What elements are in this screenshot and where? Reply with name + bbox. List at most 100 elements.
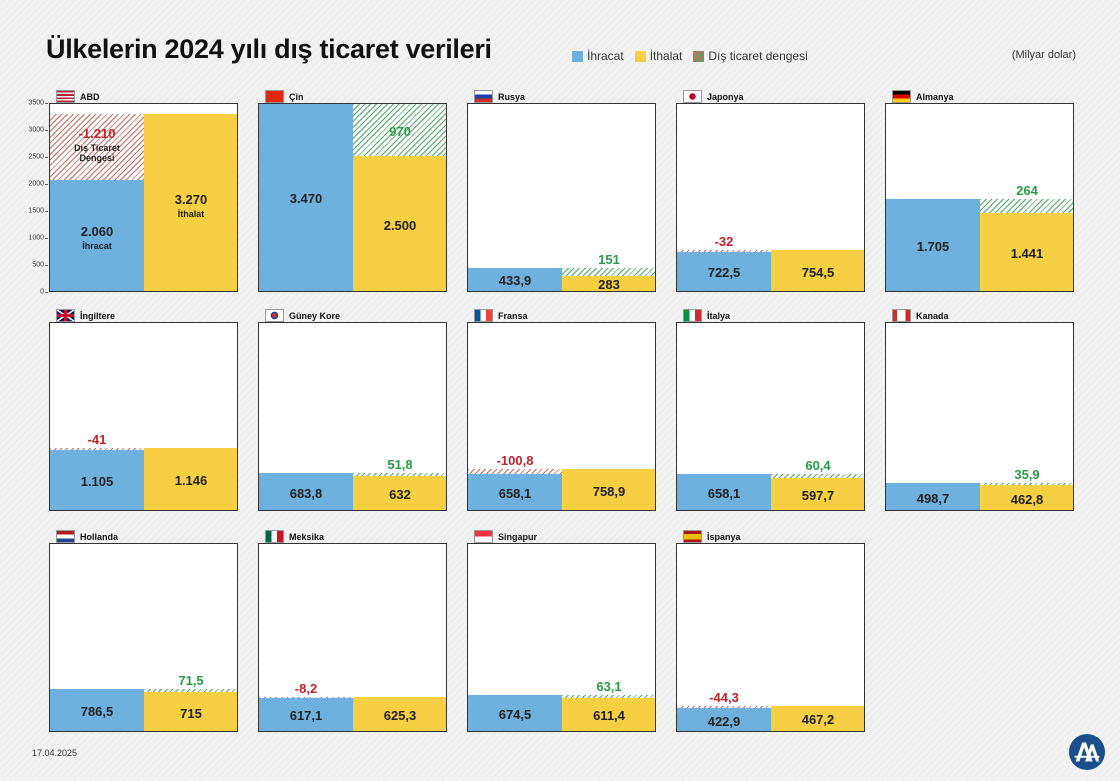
balance-value: -100,8 <box>468 454 562 468</box>
balance-bar <box>468 469 562 475</box>
country-label-cn: Çin <box>265 90 304 103</box>
balance-value: 264 <box>980 182 1073 198</box>
export-value-text: 422,9 <box>707 713 741 729</box>
y-tick-label: 2500 <box>28 153 44 161</box>
balance-bar <box>771 474 864 478</box>
import-value: 1.441 <box>980 246 1073 262</box>
balance-bar <box>562 694 655 698</box>
balance-bar <box>353 104 446 156</box>
export-value-text: 658,1 <box>498 486 532 502</box>
country-name: Kanada <box>916 310 949 321</box>
legend-swatch-import <box>634 50 646 62</box>
import-value-text: 467,2 <box>801 712 835 728</box>
country-label-us: ABD <box>56 90 100 103</box>
nl-flag-icon <box>56 530 75 543</box>
y-axis: 3500 3000 2500 2000 1500 1000 500 0 <box>0 96 48 296</box>
country-name: Fransa <box>498 310 528 321</box>
legend-label-export: İhracat <box>587 49 624 63</box>
country-name: ABD <box>80 91 100 102</box>
import-bar <box>353 475 446 510</box>
export-bar <box>468 474 562 510</box>
balance-value: 63,1 <box>562 678 655 694</box>
unit-label: (Milyar dolar) <box>1011 49 1076 61</box>
balance-bar <box>50 448 144 451</box>
country-label-kr: Güney Kore <box>265 309 340 322</box>
country-name: İngiltere <box>80 310 116 321</box>
balance-value-text: 63,1 <box>596 678 622 694</box>
import-bar <box>144 114 237 291</box>
balance-value-text: -32 <box>714 234 734 250</box>
balance-bar <box>980 483 1073 486</box>
y-tick-mark <box>45 292 48 293</box>
balance-value-text: 264 <box>1016 182 1038 198</box>
import-value-text: 3.270 <box>174 191 208 207</box>
balance-bar <box>980 198 1073 214</box>
balance-value: 51,8 <box>353 457 446 473</box>
y-tick-label: 0 <box>40 288 44 296</box>
country-name: Rusya <box>498 91 526 102</box>
country-panel-it: 658,1 597,7 60,4 <box>676 322 865 511</box>
country-panel-gb: 1.105 1.146 -41 <box>49 322 238 511</box>
country-label-ca: Kanada <box>892 309 949 322</box>
export-bar <box>677 708 771 731</box>
gb-flag-icon <box>56 309 75 322</box>
legend-item-balance: Dış ticaret dengesi <box>693 49 808 63</box>
country-label-jp: Japonya <box>683 90 744 103</box>
kr-flag-icon <box>265 309 284 322</box>
export-bar <box>259 697 353 731</box>
mx-flag-icon <box>265 530 284 543</box>
import-value-text: 625,3 <box>383 708 417 724</box>
country-label-it: İtalya <box>683 309 730 322</box>
export-value: 674,5 <box>468 706 562 722</box>
balance-value-text: -41 <box>87 432 107 448</box>
y-tick-mark <box>45 184 48 185</box>
legend: İhracat İthalat Dış ticaret dengesi <box>572 49 819 63</box>
export-value: 1.705 <box>886 239 980 254</box>
export-value-text: 617,1 <box>289 708 323 724</box>
export-value-text: 674,5 <box>498 706 532 722</box>
export-bar <box>50 179 144 291</box>
balance-value-text: 970 <box>389 123 411 139</box>
y-tick-mark <box>45 238 48 239</box>
legend-label-import: İthalat <box>649 49 683 63</box>
balance-bar <box>50 114 144 180</box>
import-value: 1.146 <box>144 474 237 488</box>
import-value-text: 2.500 <box>383 217 417 233</box>
import-value: 467,2 <box>771 712 864 728</box>
import-bar <box>144 448 237 510</box>
import-bar <box>353 697 446 731</box>
import-value-text: 1.441 <box>1010 246 1044 262</box>
balance-value: 151 <box>562 252 655 267</box>
cn-flag-icon <box>265 90 284 103</box>
export-bar <box>886 483 980 510</box>
country-name: Meksika <box>289 531 325 542</box>
country-name: Hollanda <box>80 531 119 542</box>
fr-flag-icon <box>474 309 493 322</box>
import-value-text: 715 <box>180 705 202 721</box>
import-value: 632 <box>353 487 446 502</box>
country-label-gb: İngiltere <box>56 309 115 322</box>
import-bar <box>562 698 655 731</box>
es-flag-icon <box>683 530 702 543</box>
legend-label-balance: Dış ticaret dengesi <box>708 49 808 63</box>
export-value-text: 433,9 <box>498 273 532 289</box>
balance-bar <box>144 688 237 693</box>
y-tick-mark <box>45 211 48 212</box>
import-value-text: 462,8 <box>1010 491 1044 507</box>
export-value: 786,5 <box>50 704 144 719</box>
balance-value-text: 51,8 <box>387 457 413 473</box>
export-bar <box>50 688 144 731</box>
balance-value: -8,2 <box>259 682 353 696</box>
balance-bar <box>353 473 446 476</box>
country-label-mx: Meksika <box>265 530 324 543</box>
import-bar <box>353 156 446 291</box>
balance-sub-label: Dış Ticaret Dengesi <box>74 143 120 164</box>
balance-value-text: -100,8 <box>496 453 534 469</box>
import-bar <box>980 213 1073 291</box>
export-bar <box>259 473 353 510</box>
country-panel-mx: 617,1 625,3 -8,2 <box>258 543 447 732</box>
country-name: Singapur <box>498 531 538 542</box>
balance-value-text: 60,4 <box>805 458 831 474</box>
country-panel-nl: 786,5 715 71,5 <box>49 543 238 732</box>
balance-value: -1.210 Dış Ticaret Dengesi <box>50 127 144 164</box>
